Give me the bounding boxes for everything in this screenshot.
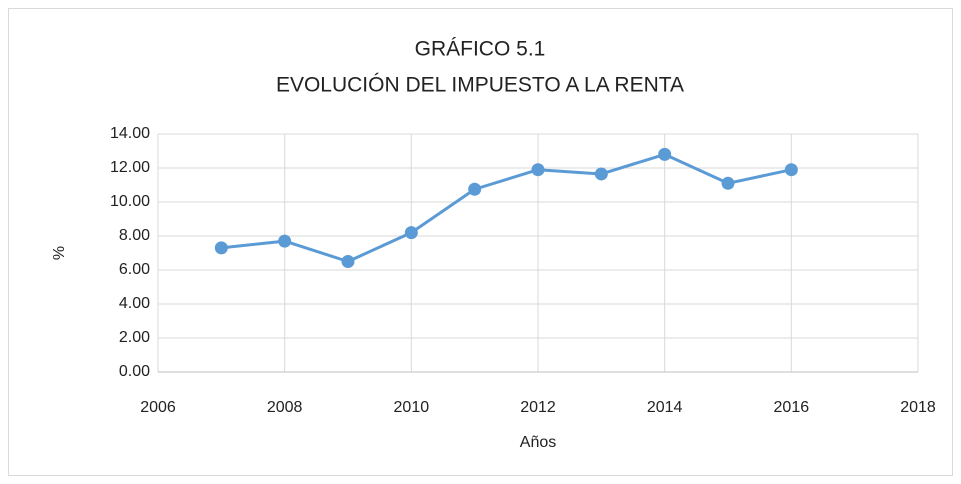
point [531,163,545,177]
x-tick-label: 2018 [900,399,936,416]
y-tick-label: 0.00 [119,363,150,380]
chart-title: GRÁFICO 5.1 [415,38,546,61]
y-tick-label: 10.00 [110,193,150,210]
point [594,167,608,181]
y-tick-label: 6.00 [119,261,150,278]
line-series [221,152,792,263]
x-tick-label: 2010 [394,399,430,416]
point [341,255,355,268]
x-tick-label: 2008 [267,399,303,416]
y-tick-label: 2.00 [119,329,150,346]
y-tick-label: 12.00 [110,159,150,176]
x-tick-label: 2006 [140,399,176,416]
x-tick-label: 2014 [647,399,683,416]
point [658,147,672,161]
chart-border [8,8,953,476]
y-tick-label: 14.00 [110,125,150,142]
point [214,241,228,255]
point [278,234,292,248]
y-axis-label: % [51,246,68,260]
point [721,176,735,190]
y-tick-label: 8.00 [119,227,150,244]
point [784,163,798,177]
y-tick-label: 4.00 [119,295,150,312]
point [404,226,418,240]
x-tick-label: 2012 [520,399,556,416]
chart-subtitle: EVOLUCIÓN DEL IMPUESTO A LA RENTA [276,74,684,97]
x-tick-label: 2016 [774,399,810,416]
x-axis-label: Años [520,434,556,451]
point [468,182,482,196]
